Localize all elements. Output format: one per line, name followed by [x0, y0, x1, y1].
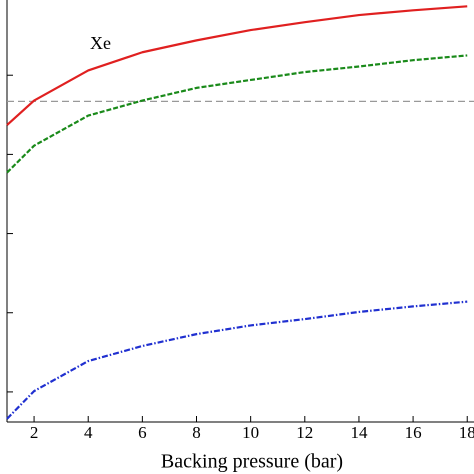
x-tick-label: 6	[138, 423, 147, 442]
x-tick-label: 8	[192, 423, 201, 442]
x-axis-label: Backing pressure (bar)	[161, 451, 343, 473]
line-series	[6, 300, 468, 420]
x-tick-label: 18	[459, 423, 474, 442]
x-tick-label: 16	[405, 423, 422, 442]
line-series	[6, 54, 468, 174]
annotation: Xe	[90, 33, 111, 53]
x-tick-label: 12	[296, 423, 313, 442]
x-tick-label: 14	[350, 423, 368, 442]
x-tick-label: 2	[30, 423, 39, 442]
line-series	[6, 5, 468, 126]
x-tick-label: 4	[84, 423, 93, 442]
x-tick-label: 10	[242, 423, 259, 442]
